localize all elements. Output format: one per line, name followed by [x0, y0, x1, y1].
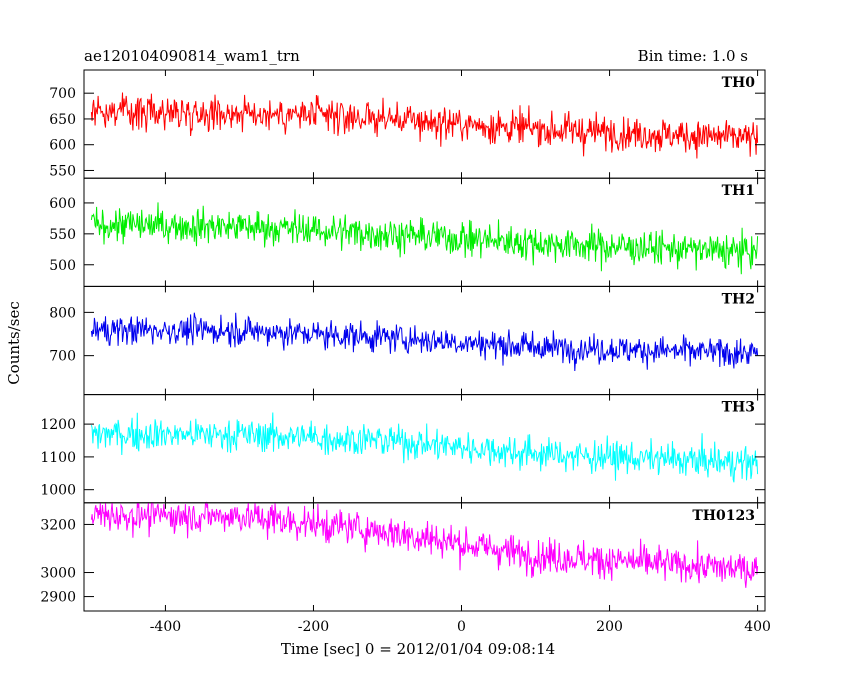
legend-entry: TH1 — [722, 183, 755, 199]
y-tick-label: 2900 — [40, 590, 76, 606]
x-tick-label: -400 — [150, 619, 181, 635]
y-tick-label: 500 — [49, 258, 76, 274]
y-tick-label: 600 — [49, 196, 76, 212]
y-tick-label: 1000 — [40, 483, 76, 499]
y-tick-label: 550 — [49, 227, 76, 243]
series-th2-line — [90, 312, 759, 372]
y-tick-label: 3000 — [40, 566, 76, 582]
panel-th0123-frame — [83, 502, 766, 612]
x-tick-label: 400 — [744, 619, 771, 635]
y-axis-label: Counts/sec — [5, 301, 23, 385]
y-tick-label: 3200 — [40, 517, 76, 533]
y-tick-label: 700 — [49, 349, 76, 365]
x-tick-label: 0 — [457, 619, 466, 635]
legend-entry: TH0 — [722, 75, 756, 91]
y-tick-label: 650 — [49, 112, 76, 128]
series-th0123-line — [90, 501, 759, 588]
y-tick-label: 1200 — [40, 417, 76, 433]
y-tick-label: 700 — [49, 86, 76, 102]
x-axis-label: Time [sec] 0 = 2012/01/04 09:08:14 — [281, 640, 555, 658]
chart-title: ae120104090814_wam1_trn — [84, 47, 300, 65]
chart-subtitle: Bin time: 1.0 s — [638, 47, 748, 65]
y-tick-label: 600 — [49, 138, 76, 154]
series-th0-line — [90, 92, 759, 159]
series-th3-line — [90, 412, 759, 483]
legend-entry: TH0123 — [692, 508, 755, 524]
series-th1-line — [90, 202, 759, 275]
x-tick-label: -200 — [298, 619, 329, 635]
legend-entry: TH2 — [722, 291, 755, 307]
y-tick-label: 800 — [49, 305, 76, 321]
x-tick-label: 200 — [596, 619, 623, 635]
y-tick-label: 1100 — [40, 450, 76, 466]
y-tick-label: 550 — [49, 163, 76, 179]
legend-entry: TH3 — [722, 400, 755, 416]
panels-group: 550 600 650 700 TH0 500 550 600 TH1 700 800 TH2 1000… — [40, 69, 771, 635]
